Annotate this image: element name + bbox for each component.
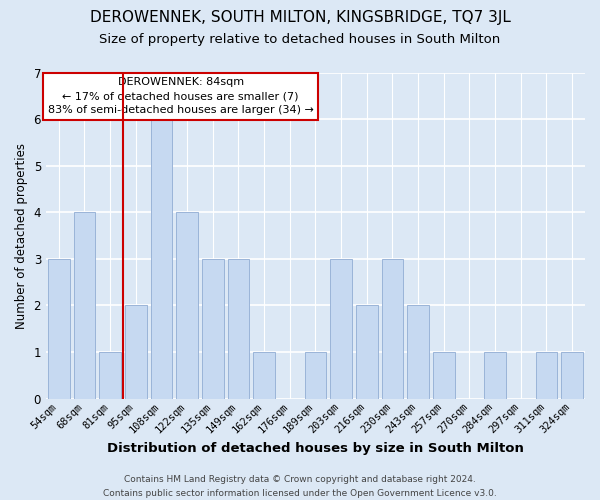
- Bar: [330, 259, 352, 398]
- Bar: [99, 352, 121, 399]
- Text: DEROWENNEK: 84sqm
← 17% of detached houses are smaller (7)
83% of semi-detached : DEROWENNEK: 84sqm ← 17% of detached hous…: [48, 78, 314, 116]
- Text: Size of property relative to detached houses in South Milton: Size of property relative to detached ho…: [100, 32, 500, 46]
- Bar: [125, 306, 146, 398]
- Bar: [536, 352, 557, 399]
- Text: DEROWENNEK, SOUTH MILTON, KINGSBRIDGE, TQ7 3JL: DEROWENNEK, SOUTH MILTON, KINGSBRIDGE, T…: [89, 10, 511, 25]
- Bar: [382, 259, 403, 398]
- X-axis label: Distribution of detached houses by size in South Milton: Distribution of detached houses by size …: [107, 442, 524, 455]
- Bar: [484, 352, 506, 399]
- Bar: [253, 352, 275, 399]
- Bar: [433, 352, 455, 399]
- Bar: [202, 259, 224, 398]
- Bar: [407, 306, 429, 398]
- Y-axis label: Number of detached properties: Number of detached properties: [15, 142, 28, 328]
- Bar: [356, 306, 378, 398]
- Bar: [561, 352, 583, 399]
- Bar: [305, 352, 326, 399]
- Text: Contains HM Land Registry data © Crown copyright and database right 2024.
Contai: Contains HM Land Registry data © Crown c…: [103, 476, 497, 498]
- Bar: [227, 259, 250, 398]
- Bar: [151, 119, 172, 398]
- Bar: [48, 259, 70, 398]
- Bar: [176, 212, 198, 398]
- Bar: [74, 212, 95, 398]
